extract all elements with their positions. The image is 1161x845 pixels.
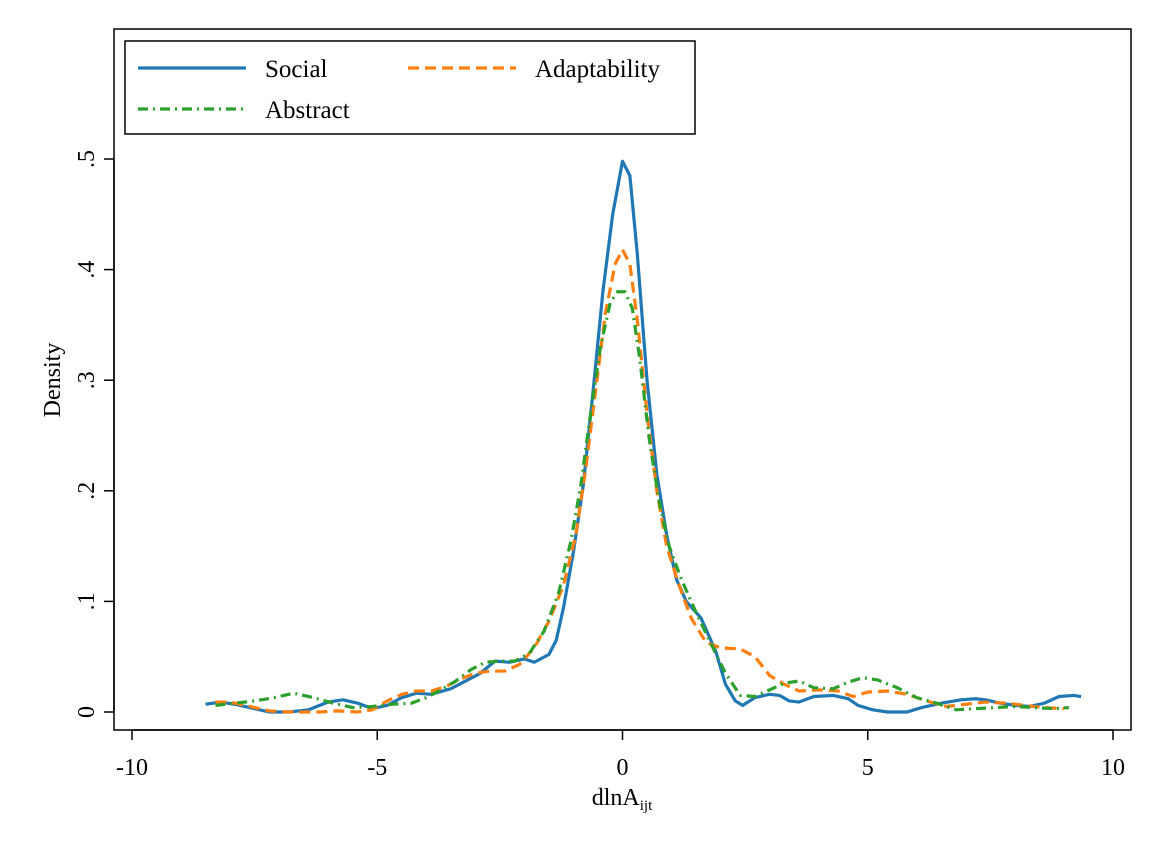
x-tick-label: 5 xyxy=(862,755,874,781)
legend-box xyxy=(124,40,696,135)
y-tick-label: 0 xyxy=(74,706,100,718)
x-axis-label-subscript: ijt xyxy=(640,798,653,814)
x-axis-label: dlnAijt xyxy=(592,785,653,814)
x-axis: -10 -5 0 5 10 xyxy=(116,729,1125,781)
x-tick-label: 0 xyxy=(617,755,629,781)
legend-label-adaptability: Adaptability xyxy=(535,56,660,83)
y-axis: 0 .1 .2 .3 .4 .5 xyxy=(74,150,115,718)
y-tick-label: .5 xyxy=(74,150,100,168)
y-axis-label: Density xyxy=(40,343,66,418)
series-line-social xyxy=(205,159,1082,714)
x-axis-label-main: dlnA xyxy=(592,785,641,811)
x-tick-label: -5 xyxy=(367,755,387,781)
legend: Social Adaptability Abstract xyxy=(124,40,696,135)
series-line-adaptability xyxy=(215,248,1065,714)
y-tick-label: .1 xyxy=(74,592,100,610)
y-tick-label: .3 xyxy=(74,371,100,389)
y-tick-label: .4 xyxy=(74,261,100,279)
series-layer xyxy=(205,159,1082,714)
y-tick-label: .2 xyxy=(74,482,100,500)
x-tick-label: -10 xyxy=(116,755,148,781)
series-line-abstract xyxy=(215,290,1069,712)
x-tick-label: 10 xyxy=(1101,755,1125,781)
legend-label-abstract: Abstract xyxy=(265,97,350,124)
legend-label-social: Social xyxy=(265,56,328,83)
